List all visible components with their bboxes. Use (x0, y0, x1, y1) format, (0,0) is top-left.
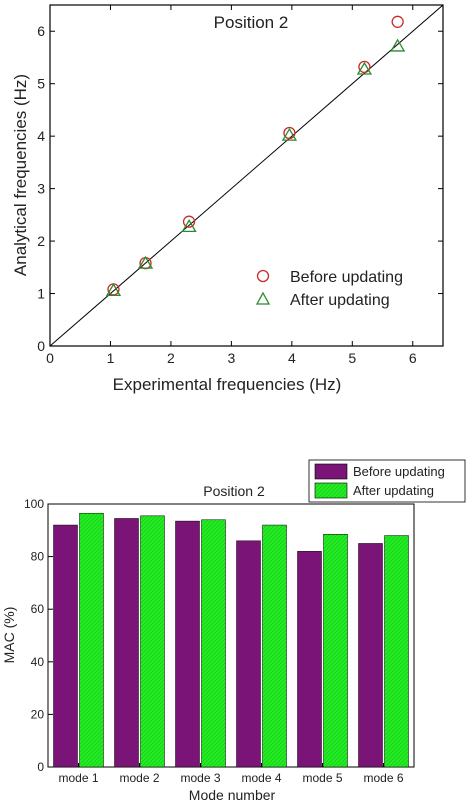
bar-before-updating (175, 520, 200, 768)
after-updating-point (356, 61, 373, 75)
after-updating-point (137, 255, 154, 269)
y-tick-label: 5 (37, 76, 45, 92)
x-tick-label: 3 (227, 350, 235, 366)
scatter-y-axis-label: Analytical frequencies (Hz) (11, 74, 30, 276)
bar-hatch (323, 534, 348, 767)
bar-before-updating (297, 551, 322, 768)
x-tick-label: mode 4 (241, 771, 281, 785)
scatter-chart: 0 1 2 3 4 5 6 0 1 2 3 4 5 6 Position 2 Experimental f… (11, 4, 444, 394)
x-tick-label: 1 (107, 350, 115, 366)
y-tick-label: 60 (31, 602, 45, 616)
x-tick-label: mode 2 (119, 771, 159, 785)
y-tick-label: 40 (31, 655, 45, 669)
y-tick-label: 20 (31, 707, 45, 721)
x-tick-label: 0 (46, 350, 54, 366)
x-tick-label: mode 1 (58, 771, 98, 785)
bar-before-updating (114, 518, 139, 768)
bar-before-updating (53, 524, 78, 768)
x-tick-label: 6 (409, 350, 417, 366)
legend-swatch-before (314, 463, 348, 480)
y-tick-label: 4 (37, 128, 45, 144)
scatter-title: Position 2 (214, 13, 289, 32)
bar-x-axis-label: Mode number (189, 787, 276, 803)
bar-hatch (79, 513, 104, 767)
bar-y-axis-label: MAC (%) (1, 607, 17, 664)
before-updating-point (391, 15, 404, 28)
bar-plot-area (47, 503, 415, 768)
bar-hatch (201, 519, 226, 767)
reference-line (49, 4, 444, 347)
scatter-legend-label-after: After updating (290, 292, 390, 309)
bar-hatch (384, 535, 409, 767)
x-tick-label: mode 6 (363, 771, 403, 785)
y-tick-label: 0 (37, 760, 44, 774)
y-tick-label: 6 (37, 23, 45, 39)
y-tick-label: 0 (37, 338, 45, 354)
y-tick-label: 100 (24, 497, 44, 511)
y-tick-label: 80 (31, 550, 45, 564)
before-updating-point (358, 60, 371, 74)
before-updating-point (283, 126, 296, 140)
y-tick-label: 2 (37, 233, 45, 249)
legend-circle-marker (256, 269, 270, 283)
bar-hatch (262, 525, 287, 767)
x-tick-label: 4 (288, 350, 296, 366)
scatter-plot-area (49, 4, 444, 347)
scatter-legend: Before updating After updating (255, 269, 403, 309)
y-tick-label: 1 (37, 286, 45, 302)
scatter-x-axis-label: Experimental frequencies (Hz) (113, 375, 342, 394)
after-updating-point (281, 127, 298, 141)
after-updating-point (181, 219, 197, 233)
bar-title: Position 2 (203, 483, 265, 499)
legend-swatch-after-hatch (315, 483, 347, 498)
legend-triangle-marker (255, 291, 271, 305)
bar-before-updating (236, 540, 261, 768)
bar-before-updating (358, 543, 383, 768)
before-updating-point (182, 215, 196, 228)
bar-legend-label-after: After updating (353, 483, 434, 498)
after-updating-point (105, 283, 122, 297)
bar-hatch (140, 515, 165, 767)
after-updating-point (390, 38, 406, 52)
x-tick-label: 5 (348, 350, 356, 366)
x-tick-label: mode 5 (302, 771, 342, 785)
bar-chart: 0 20 40 60 80 100 mode 1 mode 2 mode 3 mode 4 mode… (1, 459, 466, 803)
x-tick-label: mode 3 (180, 771, 220, 785)
x-tick-label: 2 (167, 350, 175, 366)
scatter-legend-label-before: Before updating (290, 269, 403, 286)
y-tick-label: 3 (37, 181, 45, 197)
bar-legend: Before updating After updating (308, 459, 466, 503)
bar-legend-label-before: Before updating (353, 464, 445, 479)
